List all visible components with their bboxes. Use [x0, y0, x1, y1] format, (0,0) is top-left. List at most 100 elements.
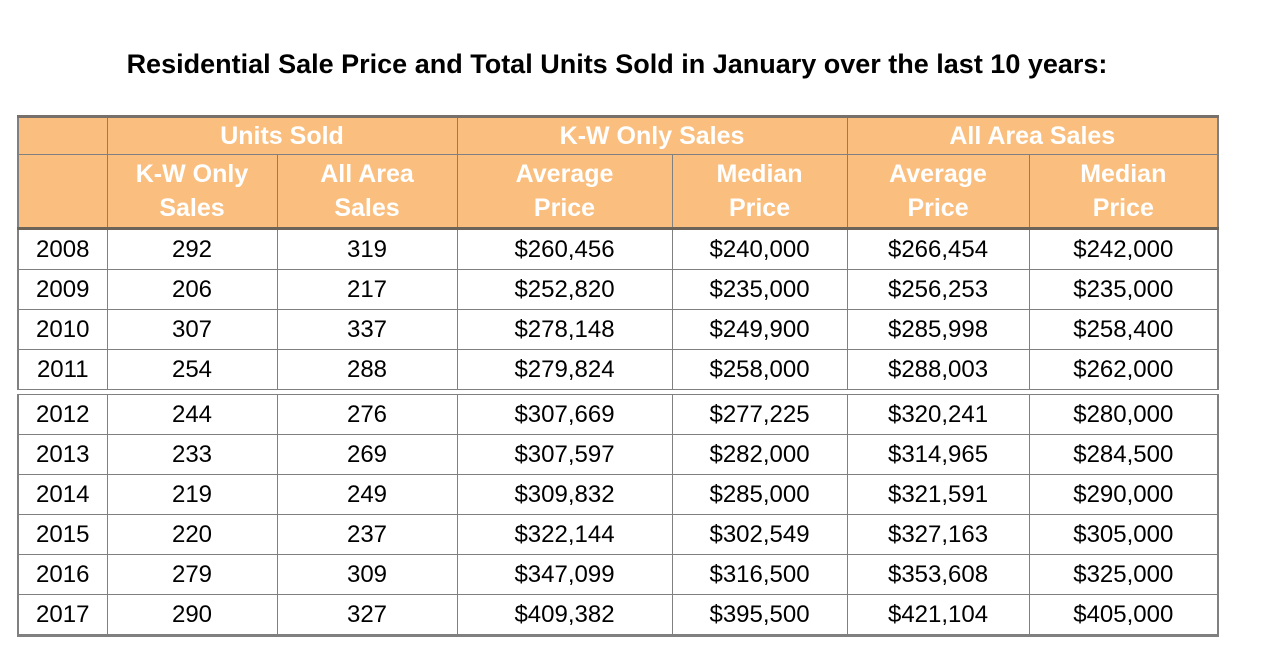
- year-cell: 2012: [17, 394, 108, 435]
- all-area-median-price-cell: $290,000: [1028, 474, 1220, 515]
- kw-units-sold-cell: 244: [106, 394, 278, 435]
- kw-units-sold-cell: 307: [106, 309, 278, 350]
- kw-average-price-cell: $279,824: [456, 349, 673, 390]
- kw-median-price-cell: $277,225: [671, 394, 848, 435]
- table-row: 2010 307 337 $278,148 $249,900 $285,998 …: [17, 309, 1220, 350]
- kw-units-sold-cell: 292: [106, 228, 278, 270]
- kw-median-price-cell: $282,000: [671, 434, 848, 475]
- sales-table: Units Sold K-W Only Sales All Area Sales…: [17, 115, 1220, 637]
- year-cell: 2013: [17, 434, 108, 475]
- all-area-median-price-cell: $262,000: [1028, 349, 1220, 390]
- all-area-units-sold-cell: 276: [276, 394, 458, 435]
- all-area-average-price-cell: $314,965: [846, 434, 1030, 475]
- all-area-median-price-cell: $405,000: [1028, 594, 1220, 637]
- all-area-units-sold-cell: 269: [276, 434, 458, 475]
- year-cell: 2009: [17, 269, 108, 310]
- kw-median-price-cell: $285,000: [671, 474, 848, 515]
- kw-median-price-cell: $249,900: [671, 309, 848, 350]
- kw-average-price-cell: $278,148: [456, 309, 673, 350]
- kw-units-sold-cell: 220: [106, 514, 278, 555]
- col-header-all-average-price: Average Price: [846, 154, 1030, 230]
- all-area-units-sold-cell: 319: [276, 228, 458, 270]
- all-area-units-sold-cell: 337: [276, 309, 458, 350]
- all-area-median-price-cell: $235,000: [1028, 269, 1220, 310]
- year-cell: 2017: [17, 594, 108, 637]
- year-cell: 2011: [17, 349, 108, 390]
- page-title: Residential Sale Price and Total Units S…: [126, 49, 1108, 79]
- col-group-kw-only-sales: K-W Only Sales: [456, 115, 848, 155]
- table-row: 2012 244 276 $307,669 $277,225 $320,241 …: [17, 394, 1220, 435]
- sub-header-row: K-W Only Sales All Area Sales Average Pr…: [17, 154, 1220, 230]
- col-header-kw-only-sales: K-W Only Sales: [106, 154, 278, 230]
- kw-median-price-cell: $395,500: [671, 594, 848, 637]
- all-area-units-sold-cell: 237: [276, 514, 458, 555]
- all-area-units-sold-cell: 288: [276, 349, 458, 390]
- year-cell: 2016: [17, 554, 108, 595]
- corner-cell-top: [17, 115, 108, 155]
- year-cell: 2015: [17, 514, 108, 555]
- all-area-median-price-cell: $305,000: [1028, 514, 1220, 555]
- kw-average-price-cell: $322,144: [456, 514, 673, 555]
- kw-units-sold-cell: 233: [106, 434, 278, 475]
- all-area-average-price-cell: $353,608: [846, 554, 1030, 595]
- all-area-units-sold-cell: 249: [276, 474, 458, 515]
- all-area-average-price-cell: $256,253: [846, 269, 1030, 310]
- corner-cell-bottom: [17, 154, 108, 230]
- all-area-units-sold-cell: 217: [276, 269, 458, 310]
- section-break-cell: [18, 389, 1219, 395]
- all-area-median-price-cell: $242,000: [1028, 228, 1220, 270]
- table-row: 2014 219 249 $309,832 $285,000 $321,591 …: [17, 474, 1220, 515]
- all-area-average-price-cell: $266,454: [846, 228, 1030, 270]
- kw-units-sold-cell: 279: [106, 554, 278, 595]
- all-area-units-sold-cell: 327: [276, 594, 458, 637]
- all-area-average-price-cell: $327,163: [846, 514, 1030, 555]
- kw-median-price-cell: $258,000: [671, 349, 848, 390]
- kw-units-sold-cell: 219: [106, 474, 278, 515]
- all-area-average-price-cell: $421,104: [846, 594, 1030, 637]
- col-header-kw-average-price: Average Price: [456, 154, 673, 230]
- table-row: 2017 290 327 $409,382 $395,500 $421,104 …: [17, 594, 1220, 637]
- all-area-median-price-cell: $258,400: [1028, 309, 1220, 350]
- group-header-row: Units Sold K-W Only Sales All Area Sales: [17, 115, 1220, 155]
- table-row: 2011 254 288 $279,824 $258,000 $288,003 …: [17, 349, 1220, 390]
- all-area-average-price-cell: $321,591: [846, 474, 1030, 515]
- kw-average-price-cell: $252,820: [456, 269, 673, 310]
- all-area-median-price-cell: $284,500: [1028, 434, 1220, 475]
- year-cell: 2014: [17, 474, 108, 515]
- kw-median-price-cell: $240,000: [671, 228, 848, 270]
- kw-average-price-cell: $307,597: [456, 434, 673, 475]
- kw-median-price-cell: $316,500: [671, 554, 848, 595]
- table-row: 2008 292 319 $260,456 $240,000 $266,454 …: [17, 228, 1220, 270]
- kw-units-sold-cell: 206: [106, 269, 278, 310]
- section-break: [18, 389, 1219, 395]
- year-cell: 2010: [17, 309, 108, 350]
- page: Residential Sale Price and Total Units S…: [0, 48, 1284, 656]
- kw-average-price-cell: $409,382: [456, 594, 673, 637]
- all-area-average-price-cell: $285,998: [846, 309, 1030, 350]
- col-header-all-median-price: Median Price: [1028, 154, 1220, 230]
- kw-average-price-cell: $309,832: [456, 474, 673, 515]
- kw-units-sold-cell: 254: [106, 349, 278, 390]
- table-row: 2013 233 269 $307,597 $282,000 $314,965 …: [17, 434, 1220, 475]
- kw-median-price-cell: $302,549: [671, 514, 848, 555]
- table-row: 2009 206 217 $252,820 $235,000 $256,253 …: [17, 269, 1220, 310]
- all-area-average-price-cell: $288,003: [846, 349, 1030, 390]
- all-area-median-price-cell: $280,000: [1028, 394, 1220, 435]
- col-group-units-sold: Units Sold: [106, 115, 458, 155]
- kw-average-price-cell: $307,669: [456, 394, 673, 435]
- col-header-all-area-sales: All Area Sales: [276, 154, 458, 230]
- kw-median-price-cell: $235,000: [671, 269, 848, 310]
- table-header: Units Sold K-W Only Sales All Area Sales…: [17, 115, 1220, 230]
- all-area-median-price-cell: $325,000: [1028, 554, 1220, 595]
- all-area-average-price-cell: $320,241: [846, 394, 1030, 435]
- col-group-all-area-sales: All Area Sales: [846, 115, 1220, 155]
- table-row: 2016 279 309 $347,099 $316,500 $353,608 …: [17, 554, 1220, 595]
- kw-units-sold-cell: 290: [106, 594, 278, 637]
- year-cell: 2008: [17, 228, 108, 270]
- kw-average-price-cell: $347,099: [456, 554, 673, 595]
- kw-average-price-cell: $260,456: [456, 228, 673, 270]
- table-row: 2015 220 237 $322,144 $302,549 $327,163 …: [17, 514, 1220, 555]
- col-header-kw-median-price: Median Price: [671, 154, 848, 230]
- all-area-units-sold-cell: 309: [276, 554, 458, 595]
- table-body: 2008 292 319 $260,456 $240,000 $266,454 …: [17, 228, 1220, 637]
